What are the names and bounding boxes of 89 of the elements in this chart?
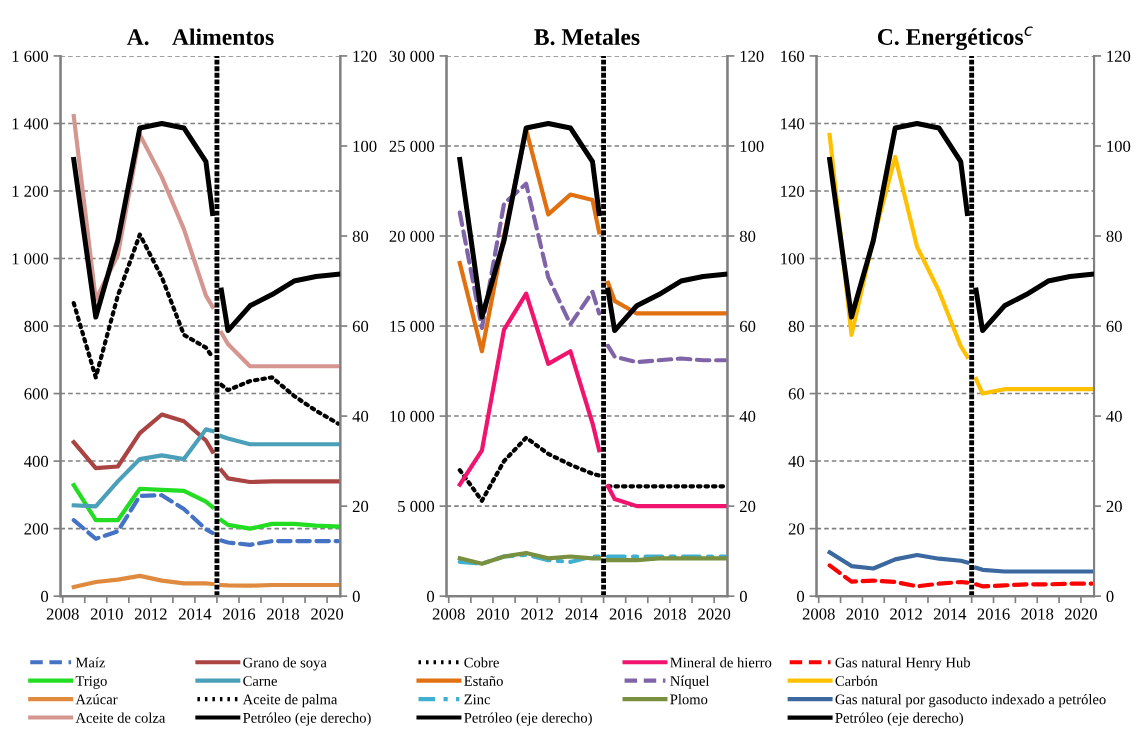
y-tick-label: 1 200 <box>12 185 49 197</box>
y2-tick-label: 0 <box>1106 590 1114 603</box>
y2-tick-label: 20 <box>1106 500 1122 513</box>
y-tick-label: 20 000 <box>389 230 435 242</box>
y-tick-label: 600 <box>24 388 49 400</box>
x-tick-label: 2014 <box>933 608 967 620</box>
y2-tick-label: 40 <box>739 410 756 423</box>
legend-label: Gas natural por gasoducto indexado a petróleo <box>835 694 1106 708</box>
x-tick-label: 2008 <box>46 608 79 620</box>
legend-label: Trigo <box>75 676 107 689</box>
y2-tick-label: 40 <box>1106 410 1122 423</box>
y-tick-label: 80 <box>788 320 805 332</box>
y-tick-label: 10 000 <box>390 410 435 423</box>
y-tick-label: 20 <box>788 523 805 535</box>
legend-label: Zinc <box>464 694 491 705</box>
y2-tick-label: 100 <box>353 140 377 152</box>
y-tick-label: 1 600 <box>12 50 49 62</box>
x-tick-label: 2014 <box>178 608 212 620</box>
y2-tick-label: 60 <box>1106 320 1122 332</box>
y2-tick-label: 100 <box>1107 140 1131 152</box>
x-tick-label: 2012 <box>890 608 922 620</box>
y2-tick-label: 120 <box>353 50 377 62</box>
legend-label: Plomo <box>670 694 708 705</box>
y-tick-label: 30 000 <box>389 50 435 62</box>
y-tick-label: 120 <box>781 185 805 197</box>
legend-label: Níquel <box>670 675 710 689</box>
legend-label: Gas natural Henry Hub <box>835 657 970 671</box>
x-tick-label: 2018 <box>654 608 686 620</box>
x-tick-label: 2010 <box>846 608 879 620</box>
x-tick-label: 2016 <box>977 608 1010 620</box>
legend-label: Petróleo (eje derecho) <box>464 712 592 726</box>
y-tick-label: 60 <box>788 388 805 400</box>
legend-label: Azúcar <box>75 694 118 705</box>
legend-label: Petróleo (eje derecho) <box>835 712 963 726</box>
legend-label: Carne <box>243 676 277 686</box>
y-tick-label: 0 <box>427 590 435 603</box>
chart-title: C. Energéticos$^{c}$ <box>877 26 1033 50</box>
legend-label: Cobre <box>464 657 499 668</box>
x-tick-label: 2020 <box>311 608 344 620</box>
y2-tick-label: 0 <box>352 590 360 603</box>
x-tick-label: 2020 <box>698 608 731 620</box>
y-tick-label: 1 400 <box>12 118 49 130</box>
x-tick-label: 2014 <box>565 608 598 620</box>
legend-label: Mineral de hierro <box>670 657 772 668</box>
y2-tick-label: 60 <box>352 320 369 332</box>
y-tick-label: 15 000 <box>390 320 435 332</box>
y-tick-label: 40 <box>788 455 805 468</box>
y2-tick-label: 20 <box>739 500 756 513</box>
legend-label: Maíz <box>75 657 106 668</box>
x-tick-label: 2016 <box>223 608 256 620</box>
y-tick-label: 400 <box>24 455 49 468</box>
y-tick-label: 0 <box>797 590 805 603</box>
y-tick-label: 100 <box>781 253 805 265</box>
y2-tick-label: 0 <box>739 590 747 603</box>
x-tick-label: 2008 <box>802 608 835 620</box>
legend-label: Aceite de colza <box>75 712 166 723</box>
y2-tick-label: 40 <box>352 410 369 423</box>
x-tick-label: 2020 <box>1064 608 1097 620</box>
y-tick-label: 1 000 <box>12 253 49 265</box>
legend-label: Carbón <box>835 675 878 686</box>
chart-title: B. Metales <box>534 28 640 46</box>
chart-title: A. Alimentos <box>126 28 274 46</box>
y2-tick-label: 100 <box>740 140 764 152</box>
y2-tick-label: 120 <box>1107 50 1131 62</box>
y2-tick-label: 80 <box>739 230 756 242</box>
x-tick-label: 2018 <box>267 608 300 620</box>
x-tick-label: 2012 <box>521 608 553 620</box>
x-tick-label: 2018 <box>1021 608 1054 620</box>
y2-tick-label: 20 <box>352 500 369 513</box>
y2-tick-label: 80 <box>1106 230 1122 242</box>
y2-tick-label: 80 <box>352 230 369 242</box>
legend-label: Aceite de palma <box>242 694 338 708</box>
y-tick-label: 5 000 <box>398 500 435 513</box>
y-tick-label: 140 <box>781 118 805 130</box>
x-tick-label: 2010 <box>90 608 123 620</box>
y2-tick-label: 60 <box>739 320 756 332</box>
legend-label: Estaño <box>464 675 503 686</box>
x-tick-label: 2010 <box>477 608 510 620</box>
y-tick-label: 0 <box>41 590 49 603</box>
y-tick-label: 160 <box>781 50 805 62</box>
y-tick-label: 800 <box>24 320 49 332</box>
y-tick-label: 200 <box>24 523 49 535</box>
y-tick-label: 25 000 <box>389 140 435 152</box>
x-tick-label: 2012 <box>134 608 167 620</box>
legend-label: Petróleo (eje derecho) <box>243 712 371 726</box>
y2-tick-label: 120 <box>740 50 764 62</box>
x-tick-label: 2016 <box>609 608 642 620</box>
x-tick-label: 2008 <box>432 608 465 620</box>
legend-label: Grano de soya <box>243 657 327 671</box>
